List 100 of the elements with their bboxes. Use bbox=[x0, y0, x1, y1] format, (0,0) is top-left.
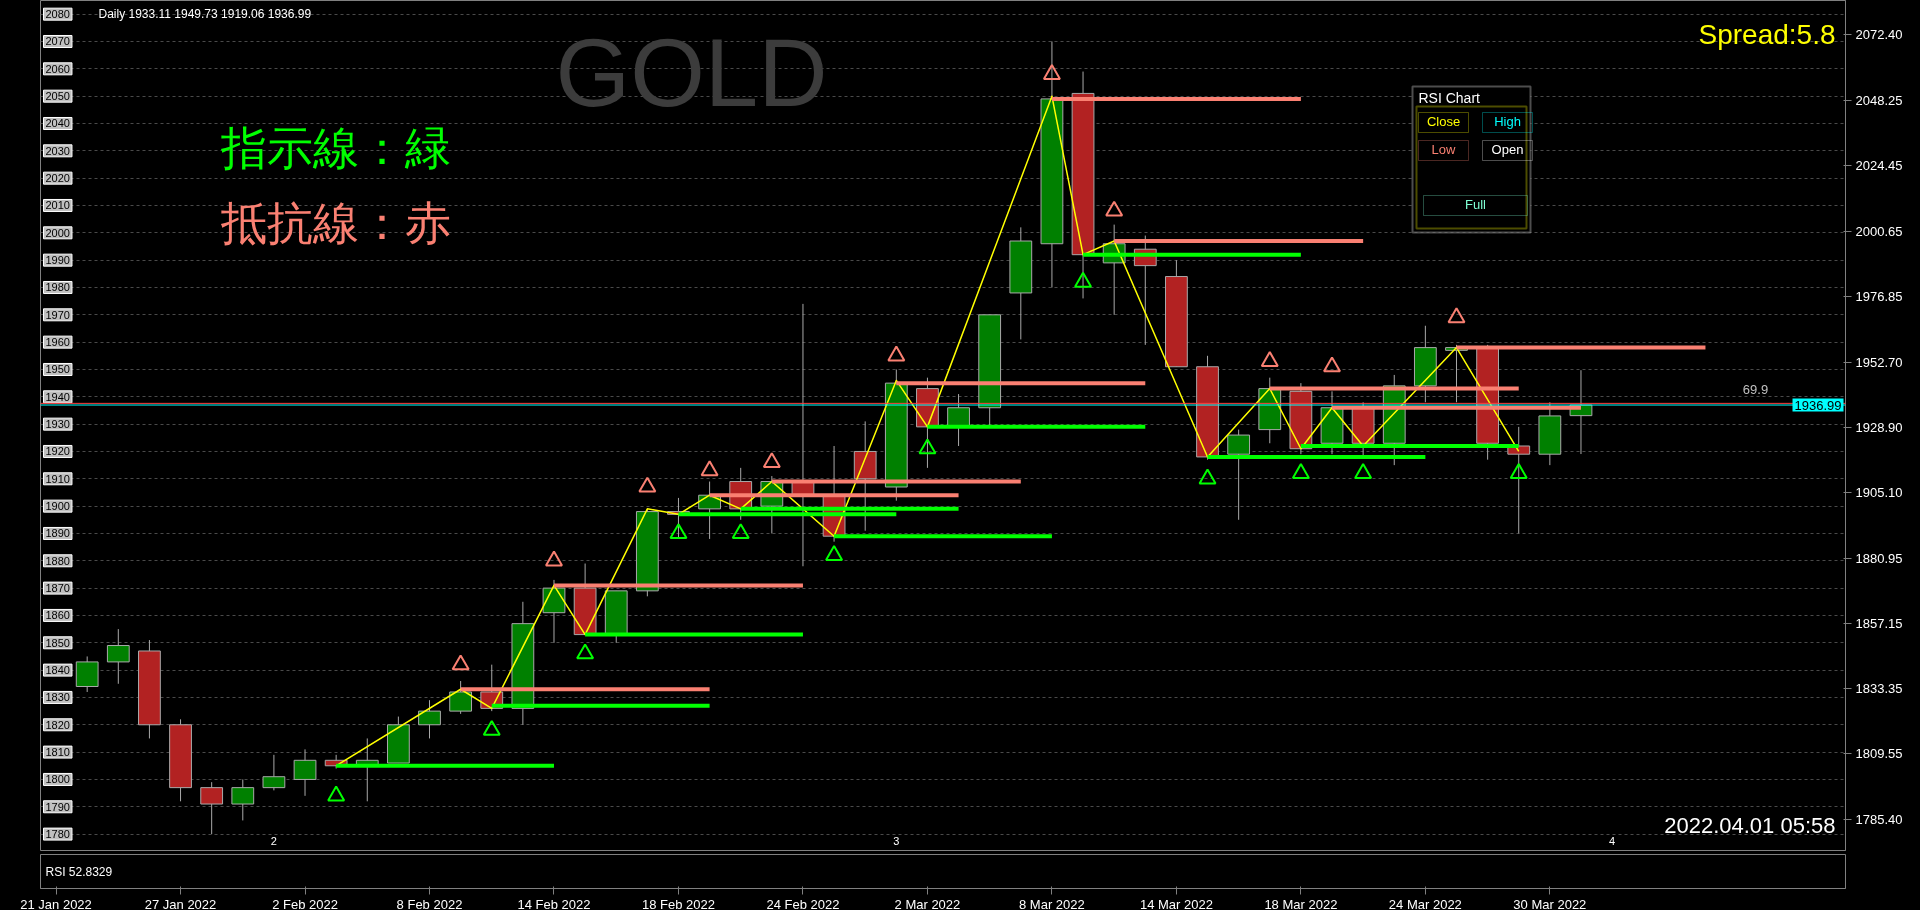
y-tick-label: 1780 bbox=[45, 828, 70, 841]
x-tick-label: 24 Feb 2022 bbox=[766, 896, 840, 910]
point bbox=[451, 654, 470, 671]
point bbox=[1354, 463, 1373, 479]
point bbox=[669, 523, 688, 540]
candlestick bbox=[449, 680, 473, 715]
point bbox=[762, 452, 781, 469]
text: RSI 52.8329 bbox=[45, 864, 113, 879]
y2-tick-label: 1905.10 bbox=[1855, 484, 1903, 500]
x-tick-label: 30 Mar 2022 bbox=[1513, 896, 1587, 910]
annotation: 69.9 bbox=[1742, 381, 1769, 397]
annotation: 4 bbox=[1609, 834, 1616, 847]
y-tick-label: 1920 bbox=[45, 445, 70, 458]
y-tick-label: 2040 bbox=[45, 117, 70, 130]
point bbox=[887, 345, 906, 362]
point bbox=[731, 523, 750, 540]
point bbox=[1042, 64, 1061, 80]
annotation: Full bbox=[1465, 196, 1487, 212]
y-tick-label: 1810 bbox=[45, 746, 70, 759]
annotation: 指示線：緑 bbox=[219, 120, 451, 175]
annotation: Open bbox=[1491, 141, 1524, 157]
annotation: 3 bbox=[893, 834, 900, 847]
point bbox=[1323, 356, 1342, 373]
annotation: Close bbox=[1426, 113, 1461, 129]
y2-tick-label: 1880.95 bbox=[1855, 550, 1903, 566]
annotation: High bbox=[1494, 113, 1521, 129]
candlestick bbox=[418, 699, 441, 739]
candlestick bbox=[947, 393, 970, 447]
y2-tick-label: 2024.45 bbox=[1855, 158, 1903, 174]
y-tick-label: 1960 bbox=[45, 336, 70, 349]
y-tick-label: 1930 bbox=[45, 418, 70, 431]
y-tick-label: 2030 bbox=[45, 144, 70, 157]
y2-tick-label: 2072.40 bbox=[1855, 27, 1903, 43]
y2-tick-label: 1928.90 bbox=[1855, 419, 1903, 435]
x-tick-label: 27 Jan 2022 bbox=[144, 896, 217, 910]
y-tick-label: 1940 bbox=[45, 390, 70, 403]
annotation: RSI Chart bbox=[1418, 89, 1481, 106]
point bbox=[1260, 351, 1279, 367]
y-tick-label: 1860 bbox=[45, 609, 70, 622]
y-tick-label: 1890 bbox=[45, 527, 70, 540]
x-tick-label: 2 Feb 2022 bbox=[272, 896, 338, 910]
y-tick-label: 2020 bbox=[45, 172, 70, 185]
y-tick-label: 2000 bbox=[45, 226, 70, 239]
y-tick-label: 2060 bbox=[45, 62, 70, 75]
x-tick-label: 14 Feb 2022 bbox=[517, 896, 591, 910]
x-tick-label: 2 Mar 2022 bbox=[894, 896, 961, 910]
point bbox=[700, 460, 719, 477]
y-tick-label: 2080 bbox=[45, 8, 70, 21]
y-tick-label: 1850 bbox=[45, 636, 70, 649]
text: Daily 1933.11 1949.73 1919.06 1936.99 bbox=[98, 6, 312, 21]
y2-tick-label: 1952.70 bbox=[1855, 354, 1903, 370]
annotation: 抵抗線：赤 bbox=[219, 195, 451, 250]
y-tick-label: 2050 bbox=[45, 90, 70, 103]
point bbox=[327, 785, 346, 802]
point bbox=[638, 476, 657, 493]
y2-tick-label: 1809.55 bbox=[1855, 745, 1903, 761]
x-tick-label: 8 Feb 2022 bbox=[396, 896, 463, 910]
point bbox=[1291, 463, 1310, 479]
y-tick-label: 1990 bbox=[45, 254, 70, 267]
y-tick-label: 2070 bbox=[45, 35, 70, 48]
point bbox=[918, 438, 937, 455]
y-tick-label: 1830 bbox=[45, 691, 70, 704]
y-tick-label: 1880 bbox=[45, 554, 70, 567]
y2-tick-label: 1785.40 bbox=[1855, 811, 1903, 827]
point bbox=[482, 720, 501, 736]
y2-tick-label: 2048.25 bbox=[1855, 93, 1903, 109]
y-tick-label: 1870 bbox=[45, 582, 70, 595]
candlestick bbox=[262, 754, 286, 791]
y-tick-label: 1910 bbox=[45, 472, 70, 485]
x-tick-label: 18 Feb 2022 bbox=[641, 896, 715, 910]
annotation: Spread:5.8 bbox=[1698, 18, 1836, 50]
y-tick-label: 1790 bbox=[45, 800, 70, 813]
y-tick-label: 1800 bbox=[45, 773, 70, 786]
y2-tick-label: 2000.65 bbox=[1855, 223, 1903, 239]
x-tick-label: 14 Mar 2022 bbox=[1139, 896, 1213, 910]
point bbox=[1105, 200, 1124, 217]
y2-tick-label: 1857.15 bbox=[1855, 615, 1903, 631]
y-tick-label: 1840 bbox=[45, 664, 70, 677]
y-tick-label: 1980 bbox=[45, 281, 70, 294]
candlestick bbox=[231, 778, 255, 821]
annotation: Low bbox=[1431, 141, 1457, 157]
point bbox=[1447, 307, 1466, 324]
y2-tick-label: 1833.35 bbox=[1855, 680, 1903, 696]
candlestick bbox=[293, 748, 317, 797]
annotation: 2 bbox=[270, 834, 277, 847]
y-tick-label: 2010 bbox=[45, 199, 70, 212]
annotation: 2022.04.01 05:58 bbox=[1664, 812, 1836, 838]
ref-line-label: 1936.99 bbox=[1794, 397, 1842, 413]
x-tick-label: 21 Jan 2022 bbox=[20, 896, 92, 910]
candlestick bbox=[200, 781, 224, 835]
x-tick-label: 18 Mar 2022 bbox=[1264, 896, 1338, 910]
x-tick-label: 24 Mar 2022 bbox=[1388, 896, 1462, 910]
y-tick-label: 1900 bbox=[45, 500, 70, 513]
point bbox=[1074, 271, 1093, 288]
point bbox=[576, 643, 595, 660]
candlestick bbox=[1227, 429, 1251, 521]
point bbox=[1198, 468, 1217, 485]
y-tick-label: 1950 bbox=[45, 363, 70, 376]
point bbox=[544, 550, 563, 567]
point bbox=[825, 545, 844, 561]
